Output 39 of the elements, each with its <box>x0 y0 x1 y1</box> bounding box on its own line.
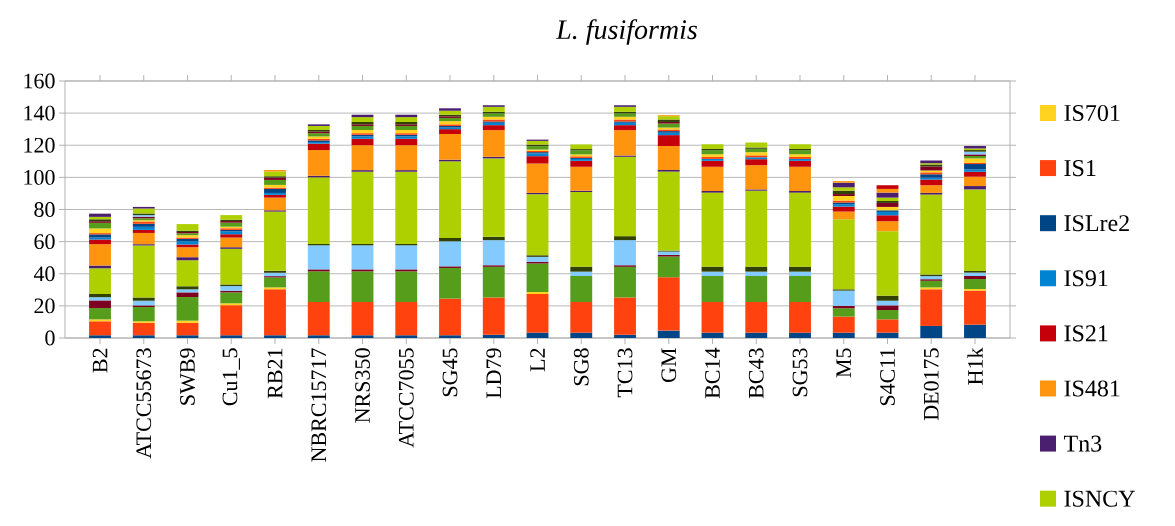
x-tick-label: SG8 <box>573 348 589 386</box>
x-tick-label: BC43 <box>748 348 764 399</box>
x-tick-label: DE0175 <box>923 348 939 421</box>
legend-label: IS91 <box>1064 270 1108 287</box>
y-tick-label: 40 <box>33 266 55 282</box>
legend-label: ISLre2 <box>1064 215 1129 232</box>
x-tick-label: ATCC55673 <box>136 348 152 459</box>
x-tick-label: L2 <box>530 348 545 372</box>
x-tick-label: ATCC7055 <box>398 348 414 448</box>
chart-title: L. fusiformis <box>555 19 697 45</box>
x-tick-label: SWB9 <box>180 348 195 405</box>
y-tick-label: 140 <box>24 105 55 121</box>
legend-label: IS481 <box>1064 380 1120 397</box>
y-tick-label: 120 <box>24 137 55 153</box>
legend-label: Tn3 <box>1063 435 1102 452</box>
x-tick-label: H1k <box>967 347 983 385</box>
x-tick-label: TC13 <box>617 348 633 398</box>
x-tick-label: GM <box>661 348 677 383</box>
legend-label: IS21 <box>1064 325 1108 342</box>
y-tick-label: 100 <box>24 169 55 185</box>
x-tick-label: M5 <box>836 348 852 378</box>
x-tick-label: NBRC15717 <box>311 348 327 462</box>
x-tick-label: RB21 <box>267 348 283 399</box>
y-tick-label: 0 <box>45 330 55 346</box>
x-tick-label: LD79 <box>486 348 502 399</box>
y-tick-label: 160 <box>24 73 55 89</box>
y-tick-label: 20 <box>34 298 55 314</box>
x-tick-label: B2 <box>92 348 108 373</box>
x-tick-label: SG53 <box>792 348 808 397</box>
legend-label: IS701 <box>1064 104 1120 122</box>
x-tick-label: S4C11 <box>880 348 895 406</box>
x-tick-label: BC14 <box>705 347 720 399</box>
y-tick-label: 60 <box>34 234 55 250</box>
x-tick-label: NRS350 <box>355 348 370 423</box>
y-tick-label: 80 <box>34 202 55 217</box>
legend-label: ISNCY <box>1064 490 1135 507</box>
x-tick-label: SG45 <box>442 348 458 397</box>
legend-label: IS1 <box>1064 160 1096 177</box>
x-tick-label: Cu1_5 <box>222 348 240 406</box>
